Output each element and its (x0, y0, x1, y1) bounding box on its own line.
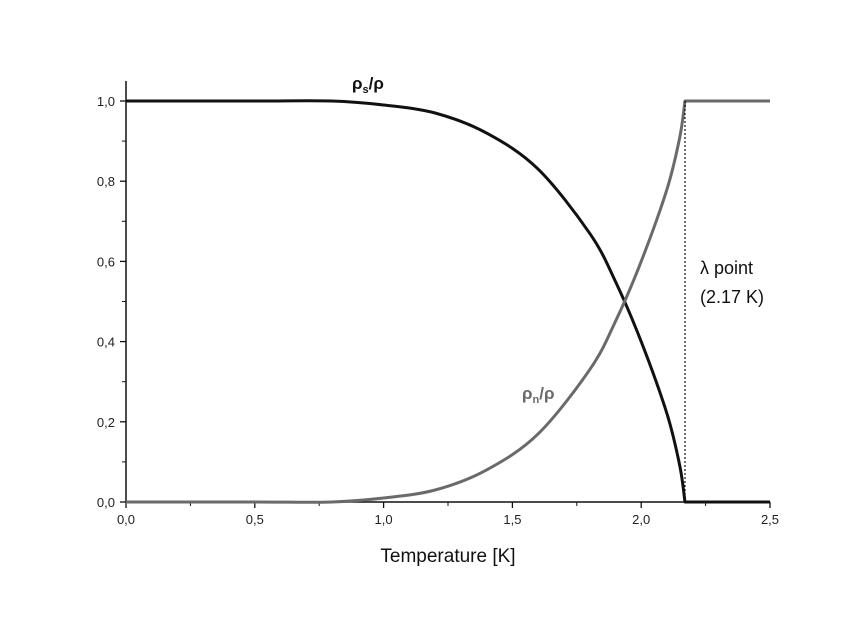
series-label-rho-n-tail: /ρ (539, 384, 554, 403)
ticks: 0,0 0,5 1,0 1,5 2,0 2,5 0,0 0,2 0,4 0,6 0,8 1,0 (97, 94, 779, 527)
y-tick-label: 0,0 (97, 495, 115, 510)
lambda-point-label: λ point (700, 258, 753, 278)
y-tick-label: 0,4 (97, 335, 115, 350)
x-tick-label: 1,5 (503, 512, 521, 527)
series-label-rho-n: ρn/ρ (522, 384, 555, 406)
y-tick-label: 1,0 (97, 94, 115, 109)
series-label-rho-s-sub: s (363, 84, 369, 96)
series-rho-n-line (126, 99, 770, 504)
lambda-point-value: (2.17 K) (700, 287, 764, 307)
series-label-rho-n-sub: n (533, 394, 540, 406)
x-tick-label: 0,0 (117, 512, 135, 527)
series-rho-s-line (125, 99, 770, 504)
y-tick-label: 0,8 (97, 174, 115, 189)
x-tick-label: 2,5 (761, 512, 779, 527)
x-tick-label: 1,0 (375, 512, 393, 527)
x-tick-label: 2,0 (632, 512, 650, 527)
series-lines (125, 99, 770, 504)
series-label-rho-s: ρs/ρ (352, 74, 384, 96)
y-tick-label: 0,6 (97, 254, 115, 269)
series-label-rho-s-main: ρ (352, 74, 363, 93)
series-label-rho-s-tail: /ρ (369, 74, 384, 93)
x-axis-title: Temperature [K] (380, 546, 515, 567)
y-tick-label: 0,2 (97, 415, 115, 430)
series-label-rho-n-main: ρ (522, 384, 533, 403)
x-tick-label: 0,5 (246, 512, 264, 527)
